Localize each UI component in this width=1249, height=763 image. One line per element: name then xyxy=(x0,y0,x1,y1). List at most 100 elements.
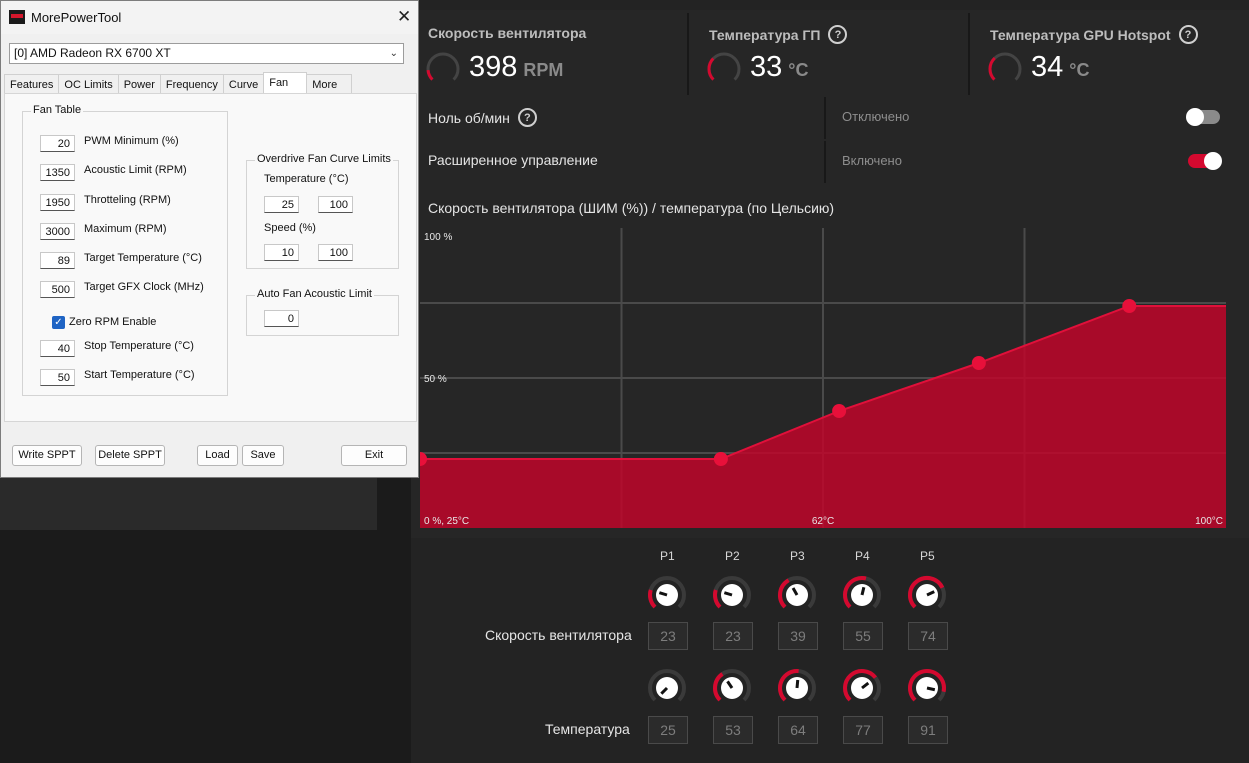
help-icon[interactable]: ? xyxy=(517,108,537,127)
fan-table-title: Fan Table xyxy=(31,104,84,116)
stat-unit: °C xyxy=(1069,60,1090,80)
od-speed-max-input[interactable]: 100 xyxy=(318,244,353,261)
tick-label: 0 %, 25°C xyxy=(424,516,469,527)
stop-temperature-input[interactable]: 40 xyxy=(40,340,75,357)
tab-oc-limits[interactable]: OC Limits xyxy=(58,74,119,94)
target-temperature-label: Target Temperature (°C) xyxy=(84,252,202,264)
maximum-rpm-label: Maximum (RPM) xyxy=(84,223,167,235)
window-title: MorePowerTool xyxy=(31,10,122,25)
knob-icon[interactable] xyxy=(711,574,753,616)
knob-icon[interactable] xyxy=(646,667,688,709)
app-logo-icon xyxy=(9,10,25,24)
gpu-temp-gauge-icon xyxy=(707,52,741,81)
od-speed-min-input[interactable]: 10 xyxy=(264,244,299,261)
auto-acoustic-input[interactable]: 0 xyxy=(264,310,299,327)
knob-icon[interactable] xyxy=(711,667,753,709)
od-temp-max-input[interactable]: 100 xyxy=(318,196,353,213)
temp-value-box[interactable]: 53 xyxy=(713,716,753,744)
temp-value-box[interactable]: 25 xyxy=(648,716,688,744)
zero-rpm-state: Отключено xyxy=(842,109,910,124)
temp-value-box[interactable]: 91 xyxy=(908,716,948,744)
gpu-select[interactable]: [0] AMD Radeon RX 6700 XT ⌄ xyxy=(9,43,404,64)
speed-value-box[interactable]: 23 xyxy=(648,622,688,650)
help-icon[interactable]: ? xyxy=(828,25,848,44)
help-icon[interactable]: ? xyxy=(1178,25,1198,44)
pwm-minimum-label: PWM Minimum (%) xyxy=(84,135,179,147)
maximum-rpm-input[interactable]: 3000 xyxy=(40,223,75,240)
target-temperature-input[interactable]: 89 xyxy=(40,252,75,269)
target-gfx-clock-input[interactable]: 500 xyxy=(40,281,75,298)
advanced-control-toggle[interactable] xyxy=(1188,152,1222,170)
point-label: P4 xyxy=(855,549,870,563)
target-gfx-clock-label: Target GFX Clock (MHz) xyxy=(84,281,204,293)
tab-frequency[interactable]: Frequency xyxy=(159,74,224,94)
top-strip xyxy=(411,0,1249,10)
speed-value-box[interactable]: 39 xyxy=(778,622,818,650)
speed-row-label: Скорость вентилятора xyxy=(485,627,632,643)
speed-value-box[interactable]: 74 xyxy=(908,622,948,650)
tab-features[interactable]: Features xyxy=(4,74,60,94)
fan-knob-area: P1 P2 P3 P4 P5 Скорость вентилятора Температ… xyxy=(411,538,1249,763)
exit-button[interactable]: Exit xyxy=(341,445,407,466)
knob-icon[interactable] xyxy=(776,667,818,709)
tab-more[interactable]: More xyxy=(306,74,353,94)
temp-value-box[interactable]: 77 xyxy=(843,716,883,744)
knob-icon[interactable] xyxy=(776,574,818,616)
stat-value: 33 xyxy=(750,51,783,83)
delete-sppt-button[interactable]: Delete SPPT xyxy=(95,445,165,466)
knob-icon[interactable] xyxy=(646,574,688,616)
curve-point-4[interactable] xyxy=(971,356,986,370)
knob-icon[interactable] xyxy=(841,574,883,616)
od-speed-label: Speed (%) xyxy=(264,222,316,234)
hotspot-gauge-icon xyxy=(988,52,1022,81)
stat-title: Температура GPU Hotspot xyxy=(990,26,1171,43)
fan-tab-panel: Fan Table 20 PWM Minimum (%) 1350 Acoust… xyxy=(4,93,417,422)
throttling-label: Throtteling (RPM) xyxy=(84,194,171,206)
tab-fan[interactable]: Fan xyxy=(263,72,308,94)
tab-curve[interactable]: Curve xyxy=(222,74,265,94)
stat-unit: °C xyxy=(788,60,809,80)
tab-power[interactable]: Power xyxy=(117,74,161,94)
curve-point-2[interactable] xyxy=(713,452,728,466)
knob-icon[interactable] xyxy=(906,667,948,709)
od-limits-group: Overdrive Fan Curve Limits Temperature (… xyxy=(246,153,399,269)
zero-rpm-toggle[interactable] xyxy=(1186,108,1220,126)
background-panel xyxy=(0,478,377,530)
speed-value-box[interactable]: 23 xyxy=(713,622,753,650)
speed-value-box[interactable]: 55 xyxy=(843,622,883,650)
write-sppt-button[interactable]: Write SPPT xyxy=(12,445,82,466)
temp-row-label: Температура xyxy=(545,721,630,737)
fan-curve-svg[interactable]: 100 % 50 % 0 %, 25°C 62°C 100°C xyxy=(420,228,1238,528)
curve-line xyxy=(420,305,1226,460)
save-button[interactable]: Save xyxy=(242,445,284,466)
fan-curve-chart[interactable]: 100 % 50 % 0 %, 25°C 62°C 100°C xyxy=(420,228,1238,528)
curve-point-3[interactable] xyxy=(832,404,847,418)
zero-rpm-enable-label: Zero RPM Enable xyxy=(69,316,157,328)
acoustic-limit-input[interactable]: 1350 xyxy=(40,164,75,181)
point-label: P1 xyxy=(660,549,675,563)
advanced-control-state: Включено xyxy=(842,153,902,168)
close-icon[interactable]: ✕ xyxy=(397,7,412,26)
curve-point-5[interactable] xyxy=(1122,299,1137,313)
fan-speed-stat: Скорость вентилятора 398 RPM xyxy=(411,13,689,95)
curve-point-1[interactable] xyxy=(420,452,427,466)
chart-title: Скорость вентилятора (ШИМ (%)) / темпера… xyxy=(428,200,835,216)
tick-label: 100 % xyxy=(424,232,452,243)
chevron-down-icon: ⌄ xyxy=(389,48,398,59)
knob-icon[interactable] xyxy=(841,667,883,709)
start-temperature-input[interactable]: 50 xyxy=(40,369,75,386)
throttling-input[interactable]: 1950 xyxy=(40,194,75,211)
stat-unit: RPM xyxy=(523,60,564,80)
tick-label: 50 % xyxy=(424,374,447,385)
tab-bar: Features OC Limits Power Frequency Curve… xyxy=(4,72,353,94)
zero-rpm-checkbox[interactable]: ✓ xyxy=(52,316,65,329)
stat-title: Температура ГП xyxy=(709,26,821,43)
knob-icon[interactable] xyxy=(906,574,948,616)
temp-value-box[interactable]: 64 xyxy=(778,716,818,744)
od-temp-min-input[interactable]: 25 xyxy=(264,196,299,213)
point-label: P3 xyxy=(790,549,805,563)
load-button[interactable]: Load xyxy=(197,445,238,466)
pwm-minimum-input[interactable]: 20 xyxy=(40,135,75,152)
stat-row: Скорость вентилятора 398 RPM Температура … xyxy=(411,13,1249,95)
stat-title: Скорость вентилятора xyxy=(428,25,587,41)
